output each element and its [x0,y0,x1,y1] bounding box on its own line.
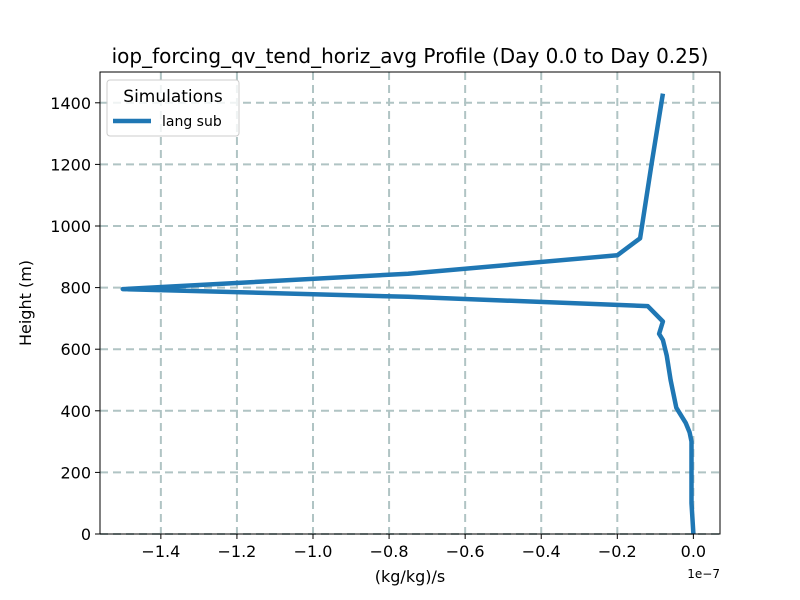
y-tick-label: 1000 [50,217,91,236]
x-tick-label: 0.0 [681,542,706,561]
y-tick-label: 600 [60,340,91,359]
x-tick-label: −0.2 [598,542,637,561]
chart-title: iop_forcing_qv_tend_horiz_avg Profile (D… [112,44,709,68]
series-line-lang-sub [120,93,696,535]
x-tick-label: −1.2 [218,542,257,561]
y-axis-label: Height (m) [16,260,35,346]
ticks: −1.4 −1.2 −1.0 −0.8 −0.6 −0.4 −0.2 0.0 0 200 400 60… [50,94,706,561]
x-tick-label: −1.0 [294,542,333,561]
x-tick-label: −0.6 [446,542,485,561]
grid [100,72,720,535]
y-tick-label: 0 [81,525,91,544]
y-tick-label: 1400 [50,94,91,113]
legend-label-lang-sub: lang sub [162,114,222,130]
y-tick-label: 400 [60,402,91,421]
plot-frame [99,71,721,535]
x-tick-label: −0.8 [370,542,409,561]
y-tick-label: 1200 [50,155,91,174]
y-tick-label: 800 [60,279,91,298]
x-tick-label: −1.4 [141,542,180,561]
y-tick-label: 200 [60,463,91,482]
x-axis-label: (kg/kg)/s [375,567,445,586]
legend-title: Simulations [123,87,223,107]
series [120,93,696,535]
x-tick-label: −0.4 [522,542,561,561]
x-offset-label: 1e−7 [687,567,720,581]
legend: Simulations lang sub [106,79,240,137]
